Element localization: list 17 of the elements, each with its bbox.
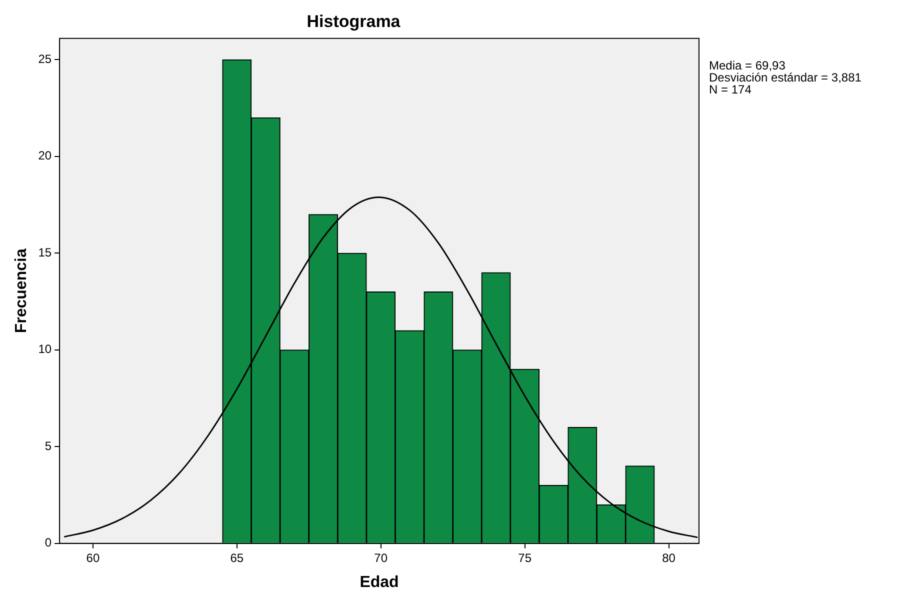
x-tick-label: 65: [230, 550, 244, 565]
y-tick-label: 5: [44, 438, 52, 453]
y-tick-label: 25: [38, 52, 52, 66]
text: N = 174: [709, 82, 752, 97]
x-tick-label: 75: [518, 550, 532, 565]
y-axis-title: Frecuencia: [13, 248, 30, 334]
x-tick-label: 80: [662, 550, 676, 565]
y-tick-label: 15: [38, 245, 52, 260]
x-tick-label: 60: [86, 550, 100, 565]
y-tick-label: 20: [38, 148, 52, 163]
text: Desviación estándar = 3,881: [709, 70, 862, 85]
x-axis-title: Edad: [360, 574, 399, 591]
y-tick-label: 0: [44, 536, 52, 550]
chart-title: Histograma: [306, 12, 401, 31]
x-tick-label: 70: [374, 550, 388, 565]
y-tick-label: 10: [38, 342, 52, 356]
text: Media = 69,93: [709, 58, 786, 73]
